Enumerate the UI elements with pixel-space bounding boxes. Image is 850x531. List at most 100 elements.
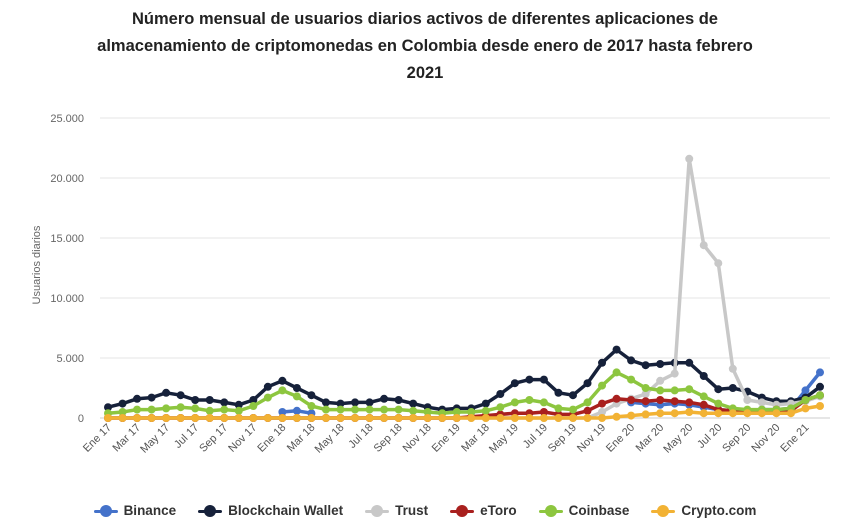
data-point[interactable] xyxy=(249,396,258,404)
data-point[interactable] xyxy=(191,414,200,422)
data-point[interactable] xyxy=(656,409,665,418)
data-point[interactable] xyxy=(627,375,636,384)
data-point[interactable] xyxy=(496,414,505,422)
data-point[interactable] xyxy=(365,398,374,407)
data-point[interactable] xyxy=(539,408,548,416)
data-point[interactable] xyxy=(380,405,389,414)
data-point[interactable] xyxy=(583,406,592,415)
data-point[interactable] xyxy=(263,393,272,402)
data-point[interactable] xyxy=(176,403,185,412)
data-point[interactable] xyxy=(583,414,592,422)
data-point[interactable] xyxy=(263,414,272,422)
data-point[interactable] xyxy=(162,388,171,397)
data-point[interactable] xyxy=(685,398,694,407)
data-point[interactable] xyxy=(568,405,577,414)
data-point[interactable] xyxy=(409,399,418,408)
data-point[interactable] xyxy=(510,398,519,407)
data-point[interactable] xyxy=(133,414,142,422)
data-point[interactable] xyxy=(176,414,185,422)
data-point[interactable] xyxy=(656,376,665,385)
data-point[interactable] xyxy=(220,398,229,407)
data-point[interactable] xyxy=(191,396,200,404)
data-point[interactable] xyxy=(656,396,665,404)
data-point[interactable] xyxy=(307,402,316,410)
data-point[interactable] xyxy=(423,408,432,416)
data-point[interactable] xyxy=(510,379,519,388)
data-point[interactable] xyxy=(321,405,330,414)
data-point[interactable] xyxy=(598,358,607,367)
data-point[interactable] xyxy=(162,414,171,422)
data-point[interactable] xyxy=(496,403,505,412)
data-point[interactable] xyxy=(598,408,607,416)
data-point[interactable] xyxy=(249,402,258,410)
data-point[interactable] xyxy=(554,414,563,422)
data-point[interactable] xyxy=(583,379,592,388)
data-point[interactable] xyxy=(714,409,723,418)
data-point[interactable] xyxy=(627,356,636,365)
data-point[interactable] xyxy=(539,414,548,422)
data-point[interactable] xyxy=(714,399,723,408)
data-point[interactable] xyxy=(641,384,650,392)
data-point[interactable] xyxy=(743,396,752,404)
data-point[interactable] xyxy=(612,368,621,377)
data-point[interactable] xyxy=(612,412,621,421)
data-point[interactable] xyxy=(685,408,694,416)
data-point[interactable] xyxy=(423,414,432,422)
data-point[interactable] xyxy=(554,388,563,397)
data-point[interactable] xyxy=(583,398,592,407)
data-point[interactable] xyxy=(481,414,490,422)
data-point[interactable] xyxy=(380,394,389,403)
data-point[interactable] xyxy=(452,408,461,416)
data-point[interactable] xyxy=(728,364,737,373)
data-point[interactable] xyxy=(699,400,708,409)
data-point[interactable] xyxy=(554,404,563,413)
data-point[interactable] xyxy=(263,382,272,391)
data-point[interactable] xyxy=(394,414,403,422)
legend-item-etoro[interactable]: eToro xyxy=(450,503,517,518)
data-point[interactable] xyxy=(147,414,156,422)
data-point[interactable] xyxy=(816,402,824,410)
data-point[interactable] xyxy=(510,414,519,422)
data-point[interactable] xyxy=(670,386,679,395)
data-point[interactable] xyxy=(205,414,214,422)
data-point[interactable] xyxy=(641,361,650,370)
data-point[interactable] xyxy=(292,414,301,422)
data-point[interactable] xyxy=(176,391,185,400)
data-point[interactable] xyxy=(568,391,577,400)
data-point[interactable] xyxy=(147,393,156,402)
data-point[interactable] xyxy=(612,345,621,354)
data-point[interactable] xyxy=(307,391,316,400)
data-point[interactable] xyxy=(539,398,548,407)
data-point[interactable] xyxy=(133,394,142,403)
data-point[interactable] xyxy=(801,396,810,404)
data-point[interactable] xyxy=(481,399,490,408)
data-point[interactable] xyxy=(598,381,607,390)
data-point[interactable] xyxy=(598,414,607,422)
data-point[interactable] xyxy=(307,414,316,422)
data-point[interactable] xyxy=(525,396,534,404)
data-point[interactable] xyxy=(104,414,112,422)
data-point[interactable] xyxy=(394,396,403,404)
data-point[interactable] xyxy=(670,369,679,378)
data-point[interactable] xyxy=(380,414,389,422)
data-point[interactable] xyxy=(772,409,781,418)
data-point[interactable] xyxy=(278,414,287,422)
data-point[interactable] xyxy=(685,358,694,367)
data-point[interactable] xyxy=(801,386,810,395)
data-point[interactable] xyxy=(336,399,345,408)
data-point[interactable] xyxy=(321,398,330,407)
data-point[interactable] xyxy=(670,409,679,418)
data-point[interactable] xyxy=(481,406,490,415)
data-point[interactable] xyxy=(278,386,287,395)
data-point[interactable] xyxy=(699,409,708,418)
data-point[interactable] xyxy=(278,408,287,416)
data-point[interactable] xyxy=(685,154,694,163)
data-point[interactable] xyxy=(757,409,766,418)
data-point[interactable] xyxy=(118,414,127,422)
data-point[interactable] xyxy=(786,409,795,418)
legend-item-crypto-com[interactable]: Crypto.com xyxy=(651,503,756,518)
data-point[interactable] xyxy=(351,414,360,422)
data-point[interactable] xyxy=(743,409,752,418)
data-point[interactable] xyxy=(365,405,374,414)
data-point[interactable] xyxy=(496,390,505,398)
